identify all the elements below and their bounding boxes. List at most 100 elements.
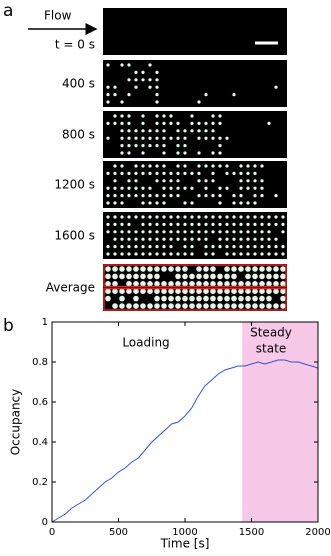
particle xyxy=(204,252,208,256)
particle xyxy=(239,201,243,205)
particle xyxy=(211,230,215,234)
particle xyxy=(120,114,124,118)
particle xyxy=(267,237,271,241)
particle xyxy=(169,121,173,125)
particle xyxy=(119,273,125,280)
particle xyxy=(134,78,138,82)
particle xyxy=(176,194,180,198)
particle xyxy=(190,121,194,125)
particle xyxy=(273,273,279,280)
particle xyxy=(253,179,257,183)
particle xyxy=(148,78,152,82)
particle xyxy=(155,100,159,104)
particle xyxy=(232,230,236,234)
particle xyxy=(196,281,202,287)
frame-label: Average xyxy=(46,281,95,295)
particle xyxy=(127,144,131,148)
particle xyxy=(224,266,230,272)
x-tick-label: 500 xyxy=(109,527,128,538)
particle xyxy=(245,266,251,272)
particle xyxy=(280,288,286,295)
particle xyxy=(120,171,124,175)
particle xyxy=(190,129,194,133)
particle xyxy=(210,273,216,280)
particle xyxy=(141,171,145,175)
particle xyxy=(210,266,216,272)
particle xyxy=(218,201,222,205)
particle xyxy=(169,171,173,175)
particle xyxy=(113,85,117,89)
particle xyxy=(232,237,236,241)
particle xyxy=(190,222,194,226)
particle xyxy=(281,222,285,226)
particle xyxy=(182,273,188,280)
particle xyxy=(246,186,250,190)
particle xyxy=(203,266,209,272)
particle xyxy=(120,129,124,133)
x-tick-label: 2000 xyxy=(305,527,330,538)
particle xyxy=(148,230,152,234)
particle xyxy=(113,194,117,198)
particle xyxy=(162,129,166,133)
particle xyxy=(148,136,152,140)
particle xyxy=(113,164,117,168)
particle xyxy=(133,273,139,280)
particle xyxy=(120,144,124,148)
particle xyxy=(190,252,194,256)
particle xyxy=(232,201,236,205)
particle xyxy=(134,129,138,133)
region-box xyxy=(103,264,287,288)
particle xyxy=(253,186,257,190)
particle xyxy=(239,194,243,198)
particle xyxy=(273,266,279,272)
annotation: Loading xyxy=(122,336,169,350)
particle xyxy=(245,273,251,280)
particle xyxy=(274,252,278,256)
particle xyxy=(175,266,181,272)
particle xyxy=(134,70,138,74)
frame-label: 1600 s xyxy=(54,229,95,243)
particle xyxy=(113,245,117,249)
particle xyxy=(197,151,201,155)
particle xyxy=(239,237,243,241)
particle xyxy=(197,100,201,104)
particle xyxy=(183,171,187,175)
particle xyxy=(127,252,131,256)
particle xyxy=(134,237,138,241)
particle xyxy=(211,252,215,256)
particle xyxy=(120,194,124,198)
particle xyxy=(120,230,124,234)
particle xyxy=(246,164,250,168)
particle xyxy=(211,129,215,133)
particle xyxy=(162,144,166,148)
particle xyxy=(211,222,215,226)
particle xyxy=(141,222,145,226)
particle xyxy=(162,230,166,234)
particle xyxy=(260,186,264,190)
particle xyxy=(106,121,110,125)
particle xyxy=(239,222,243,226)
particle xyxy=(162,151,166,155)
particle xyxy=(176,186,180,190)
data-line xyxy=(51,359,319,523)
y-tick-label: 0.6 xyxy=(32,397,48,408)
particle xyxy=(204,179,208,183)
particle xyxy=(203,295,209,302)
panel-label: a xyxy=(3,1,13,21)
particle xyxy=(155,144,159,148)
particle xyxy=(176,215,180,219)
particle xyxy=(204,237,208,241)
particle xyxy=(147,303,153,309)
particle xyxy=(238,266,244,272)
particle xyxy=(259,288,265,295)
particle xyxy=(211,151,215,155)
particle xyxy=(162,237,166,241)
particle xyxy=(127,129,131,133)
particle xyxy=(155,230,159,234)
particle xyxy=(105,281,111,287)
frame-label: t = 0 s xyxy=(55,38,95,52)
particle xyxy=(168,281,174,287)
particle xyxy=(224,288,230,295)
particle xyxy=(141,237,145,241)
